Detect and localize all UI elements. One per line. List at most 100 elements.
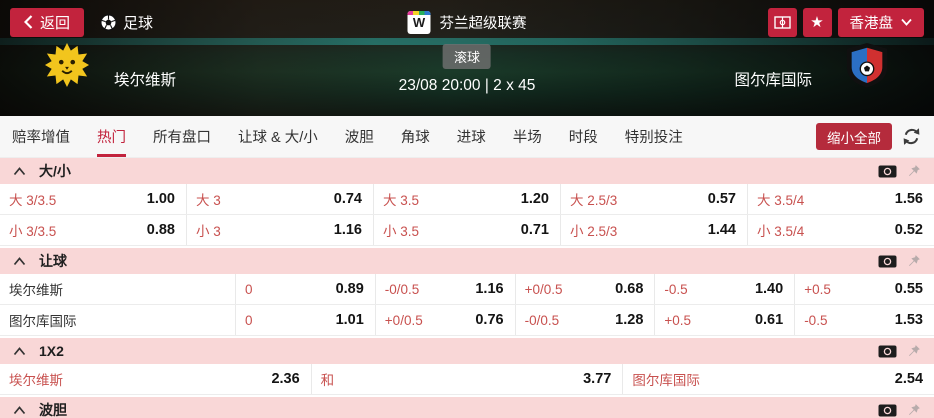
pitch-view-button[interactable] <box>767 7 797 37</box>
odds-label: 小 3/3.5 <box>9 224 57 239</box>
tab-odds-boost[interactable]: 赔率增值 <box>12 130 70 146</box>
odds-value: 0.88 <box>146 222 175 238</box>
cashout-button[interactable] <box>878 345 897 358</box>
odds-cell-home-win[interactable]: 埃尔维斯 2.36 <box>0 364 311 394</box>
cashout-button[interactable] <box>878 255 897 268</box>
pin-button[interactable] <box>907 344 921 358</box>
odds-label: +0/0.5 <box>384 312 423 328</box>
pin-icon <box>909 345 920 356</box>
odds-cell[interactable]: +0/0.5 0.76 <box>374 305 515 335</box>
odds-cell-away-win[interactable]: 图尔库国际 2.54 <box>622 364 934 394</box>
odds-value: 0.57 <box>707 191 736 207</box>
tab-all-markets[interactable]: 所有盘口 <box>153 130 211 146</box>
tab-intervals[interactable]: 时段 <box>568 130 598 146</box>
odds-label: +0.5 <box>664 312 692 328</box>
odds-cell[interactable]: 小 3.5 0.71 <box>373 215 560 245</box>
back-chevron-icon <box>24 15 33 29</box>
odds-label: -0/0.5 <box>524 312 560 328</box>
section-header-correct-score[interactable]: 波胆 <box>0 397 934 418</box>
pin-button[interactable] <box>907 403 921 417</box>
market-tabbar: 赔率增值 热门 所有盘口 让球 & 大/小 波胆 角球 进球 半场 时段 特别投… <box>0 116 934 158</box>
league-title: W 芬兰超级联赛 <box>407 0 527 44</box>
section-correct-score: 波胆 <box>0 397 934 418</box>
collapse-all-button[interactable]: 缩小全部 <box>816 123 892 150</box>
collapse-chevron-icon <box>13 405 26 414</box>
back-button[interactable]: 返回 <box>10 7 85 37</box>
tab-goals[interactable]: 进球 <box>456 130 486 146</box>
cashout-icon <box>878 345 897 357</box>
home-team-logo <box>44 42 90 93</box>
odds-value: 1.16 <box>333 222 362 238</box>
section-header-over-under[interactable]: 大/小 <box>0 158 934 184</box>
odds-cell[interactable]: 小 3 1.16 <box>186 215 373 245</box>
odds-value: 1.44 <box>707 222 736 238</box>
odds-cell[interactable]: +0/0.5 0.68 <box>514 274 655 304</box>
odds-cell[interactable]: 0 0.89 <box>235 274 375 304</box>
odds-cell[interactable]: 小 3.5/4 0.52 <box>747 215 934 245</box>
tab-half[interactable]: 半场 <box>512 130 542 146</box>
tab-corners[interactable]: 角球 <box>400 130 430 146</box>
tab-handicap-ou[interactable]: 让球 & 大/小 <box>238 130 318 146</box>
odds-value: 0.52 <box>894 222 923 238</box>
odds-cell[interactable]: 0 1.01 <box>235 305 375 335</box>
favorite-button[interactable]: ★ <box>802 7 832 37</box>
collapse-chevron-icon <box>13 256 26 265</box>
odds-cell[interactable]: 大 3.5 1.20 <box>373 184 560 214</box>
section-1x2: 1X2 埃尔维斯 2.36 和 3.77 图尔库国际 2.54 <box>0 338 934 395</box>
odds-cell[interactable]: -0.5 1.40 <box>654 274 794 304</box>
odds-cell[interactable]: 大 2.5/3 0.57 <box>560 184 747 214</box>
odds-label: 图尔库国际 <box>632 373 700 388</box>
odds-label: 小 3.5 <box>383 224 420 239</box>
odds-value: 1.01 <box>335 312 364 328</box>
odds-cell[interactable]: -0/0.5 1.16 <box>374 274 515 304</box>
odds-cell[interactable]: 小 3/3.5 0.88 <box>0 215 186 245</box>
cashout-icon <box>878 165 897 177</box>
odds-value: 0.61 <box>754 312 784 328</box>
odds-label: -0.5 <box>804 312 828 328</box>
handicap-team-home: 埃尔维斯 <box>9 283 63 298</box>
odds-label: 0 <box>245 281 253 297</box>
tabs: 赔率增值 热门 所有盘口 让球 & 大/小 波胆 角球 进球 半场 时段 特别投… <box>12 116 683 157</box>
teams-row: 埃尔维斯 滚球 23/08 20:00 | 2 x 45 图尔库国际 <box>0 42 934 116</box>
odds-value: 1.28 <box>615 312 644 328</box>
odds-cell[interactable]: 小 2.5/3 1.44 <box>560 215 747 245</box>
section-handicap: 让球 埃尔维斯 0 0.89 -0/0.5 1.16 +0/0.5 0.68 -0.5… <box>0 248 934 336</box>
match-hero: 返回 足球 W 芬兰超级联赛 <box>0 0 934 116</box>
odds-cell[interactable]: 大 3/3.5 1.00 <box>0 184 186 214</box>
odds-label: 小 3.5/4 <box>757 224 805 239</box>
odds-cell[interactable]: +0.5 0.61 <box>654 305 794 335</box>
section-header-1x2[interactable]: 1X2 <box>0 338 934 364</box>
tab-specials[interactable]: 特别投注 <box>624 130 683 146</box>
refresh-button[interactable] <box>901 126 922 147</box>
odds-label: 大 3.5/4 <box>757 193 805 208</box>
odds-cell[interactable]: -0.5 1.53 <box>794 305 934 335</box>
pin-button[interactable] <box>907 254 921 268</box>
odds-label: +0.5 <box>804 281 831 297</box>
odds-cell[interactable]: 大 3 0.74 <box>186 184 373 214</box>
handicap-team-away: 图尔库国际 <box>9 314 77 329</box>
pin-button[interactable] <box>907 164 921 178</box>
odds-value: 1.00 <box>146 191 175 207</box>
odds-label: 0 <box>245 312 253 328</box>
odds-label: 大 3/3.5 <box>9 193 57 208</box>
tab-correct-score[interactable]: 波胆 <box>344 130 374 146</box>
odds-value: 1.53 <box>894 312 923 328</box>
odds-label: 埃尔维斯 <box>9 373 63 388</box>
sport-breadcrumb[interactable]: 足球 <box>100 12 153 33</box>
odds-row: 大 3/3.5 1.00 大 3 0.74 大 3.5 1.20 大 2.5/3 0.5… <box>0 184 934 215</box>
odds-label: -0.5 <box>664 281 688 297</box>
cashout-button[interactable] <box>878 404 897 417</box>
odds-row: 图尔库国际 0 1.01 +0/0.5 0.76 -0/0.5 1.28 +0.5 0.… <box>0 305 934 336</box>
odds-value: 1.40 <box>754 281 784 297</box>
market-selector-button[interactable]: 香港盘 <box>837 7 924 37</box>
odds-row: 小 3/3.5 0.88 小 3 1.16 小 3.5 0.71 小 2.5/3 1.4… <box>0 215 934 246</box>
section-over-under: 大/小 大 3/3.5 1.00 大 3 0.74 大 3.5 1.20 大 2.5/… <box>0 158 934 246</box>
odds-cell[interactable]: -0/0.5 1.28 <box>514 305 655 335</box>
tab-hot[interactable]: 热门 <box>97 116 126 157</box>
section-header-handicap[interactable]: 让球 <box>0 248 934 274</box>
odds-cell[interactable]: +0.5 0.55 <box>794 274 934 304</box>
cashout-button[interactable] <box>878 165 897 178</box>
odds-cell[interactable]: 大 3.5/4 1.56 <box>747 184 934 214</box>
odds-cell-draw[interactable]: 和 3.77 <box>310 364 623 394</box>
sport-label: 足球 <box>123 14 154 32</box>
